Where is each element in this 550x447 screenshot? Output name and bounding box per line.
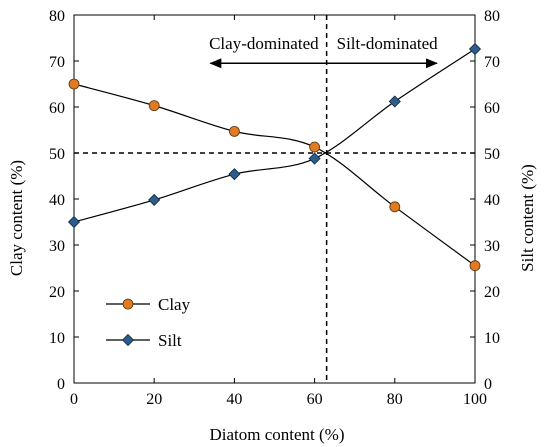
annotations: Clay-dominated Silt-dominated xyxy=(209,34,439,69)
data-point-clay xyxy=(228,125,240,137)
y-tick-label: 70 xyxy=(49,54,65,71)
series-silt xyxy=(67,42,482,229)
y-tick-label: 0 xyxy=(57,376,65,393)
x-tick-label: 0 xyxy=(70,391,78,408)
x-tick-label: 40 xyxy=(226,391,242,408)
x-tick-label: 20 xyxy=(146,391,162,408)
y2-tick-label: 30 xyxy=(484,238,500,255)
data-point-clay xyxy=(469,260,481,272)
y2-tick-label: 10 xyxy=(484,330,500,347)
series-clay xyxy=(68,78,481,272)
x-tick-label: 80 xyxy=(387,391,403,408)
legend-item-silt: Silt xyxy=(106,331,182,350)
data-point-silt xyxy=(388,95,401,108)
y-tick-label: 60 xyxy=(49,100,65,117)
legend: Clay Silt xyxy=(106,295,191,350)
label-silt-dominated: Silt-dominated xyxy=(337,34,439,53)
plot-frame xyxy=(73,14,476,384)
legend-label: Silt xyxy=(158,331,182,350)
legend-item-clay: Clay xyxy=(106,295,191,314)
x-tick-label: 60 xyxy=(307,391,323,408)
data-point-silt xyxy=(148,193,161,206)
legend-marker xyxy=(122,298,134,310)
x-axis-title: Diatom content (%) xyxy=(209,425,344,444)
y-tick-label: 80 xyxy=(49,8,65,25)
legend-marker xyxy=(121,333,135,347)
data-point-silt xyxy=(308,152,321,165)
y2-tick-label: 40 xyxy=(484,192,500,209)
y-tick-label: 10 xyxy=(49,330,65,347)
data-point-clay xyxy=(309,141,321,153)
y2-tick-label: 0 xyxy=(484,376,492,393)
y2-tick-label: 70 xyxy=(484,54,500,71)
series-layer xyxy=(67,42,482,272)
legend-label: Clay xyxy=(158,295,191,314)
y-tick-label: 20 xyxy=(49,284,65,301)
data-point-silt xyxy=(67,215,81,229)
data-point-silt xyxy=(228,168,241,181)
reference-lines xyxy=(74,15,475,383)
y2-tick-label: 20 xyxy=(484,284,500,301)
data-point-silt xyxy=(468,42,482,56)
series-line-silt xyxy=(73,48,476,223)
data-point-clay xyxy=(148,100,160,112)
y2-tick-label: 80 xyxy=(484,8,500,25)
data-point-clay xyxy=(68,78,80,90)
y-tick-label: 40 xyxy=(49,192,65,209)
series-line-clay xyxy=(73,83,476,267)
label-clay-dominated: Clay-dominated xyxy=(209,34,319,53)
x-tick-label: 100 xyxy=(463,391,487,408)
y2-tick-label: 60 xyxy=(484,100,500,117)
y-tick-label: 30 xyxy=(49,238,65,255)
y-tick-label: 50 xyxy=(49,146,65,163)
y2-tick-label: 50 xyxy=(484,146,500,163)
y2-axis-title: Silt content (%) xyxy=(518,164,537,272)
data-point-clay xyxy=(389,201,401,213)
y-axis-title: Clay content (%) xyxy=(7,160,26,276)
